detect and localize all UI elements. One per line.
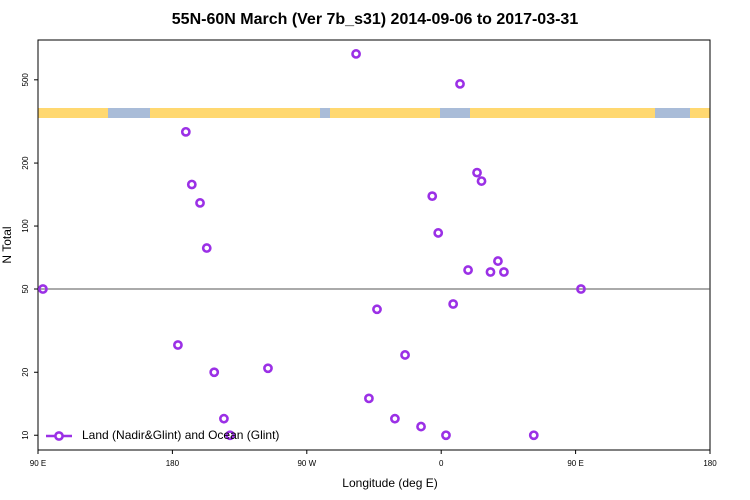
point — [416, 421, 426, 432]
legend-marker — [54, 431, 64, 441]
point — [364, 393, 374, 404]
y-tick-label: 100 — [21, 219, 30, 233]
x-tick-label: 180 — [703, 459, 717, 468]
point — [209, 367, 220, 378]
map-strip — [38, 108, 710, 118]
point — [441, 430, 451, 441]
point — [528, 430, 539, 441]
point — [400, 350, 410, 360]
point — [263, 363, 273, 374]
x-tick-label: 90 E — [567, 459, 583, 468]
point — [180, 126, 191, 137]
point — [219, 413, 229, 424]
x-tick-label: 0 — [439, 459, 444, 468]
x-axis-label: Longitude (deg E) — [342, 476, 437, 490]
point — [186, 179, 197, 190]
point — [463, 265, 473, 275]
x-tick-label: 90 W — [297, 459, 316, 468]
y-tick-label: 20 — [21, 367, 30, 376]
point — [390, 413, 400, 424]
point — [372, 304, 382, 315]
y-tick-label: 50 — [21, 284, 30, 293]
x-tick-label: 90 E — [30, 459, 46, 468]
point — [455, 79, 465, 89]
x-tick-label: 180 — [166, 459, 180, 468]
point — [433, 228, 444, 238]
point — [472, 167, 482, 178]
y-tick-label: 500 — [21, 73, 30, 87]
point — [576, 284, 586, 294]
y-axis-label: N Total — [0, 226, 14, 263]
point — [427, 191, 438, 202]
point — [201, 243, 212, 253]
y-tick-label: 10 — [21, 430, 30, 439]
point — [38, 284, 48, 294]
point — [351, 49, 361, 59]
point — [173, 340, 183, 350]
y-tick-label: 200 — [21, 156, 30, 170]
point — [499, 267, 509, 277]
point — [448, 299, 459, 309]
point — [225, 430, 235, 441]
point — [493, 256, 503, 266]
point — [195, 198, 205, 208]
chart-title: 55N-60N March (Ver 7b_s31) 2014-09-06 to… — [172, 11, 579, 28]
plot-frame — [37, 39, 711, 451]
point — [476, 176, 487, 186]
legend-label: Land (Nadir&Glint) and Ocean (Glint) — [82, 428, 279, 442]
point — [485, 267, 496, 277]
